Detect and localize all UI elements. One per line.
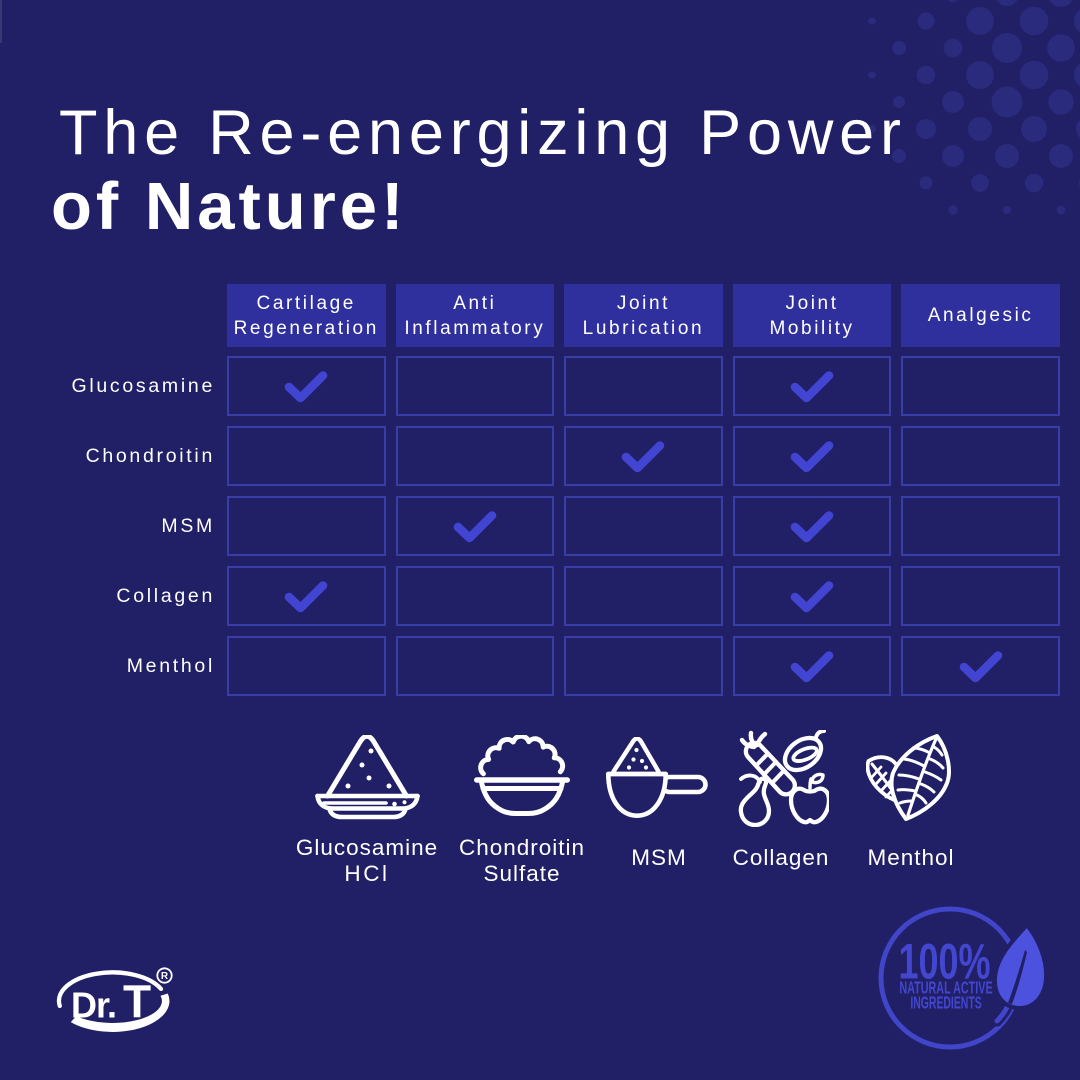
svg-text:Dr.: Dr. [71, 985, 116, 1026]
svg-text:INGREDIENTS: INGREDIENTS [910, 994, 981, 1014]
svg-text:100%: 100% [898, 935, 990, 990]
svg-text:NATURAL ACTIVE: NATURAL ACTIVE [899, 979, 992, 998]
svg-text:T: T [123, 976, 151, 1028]
svg-text:R: R [161, 971, 169, 982]
